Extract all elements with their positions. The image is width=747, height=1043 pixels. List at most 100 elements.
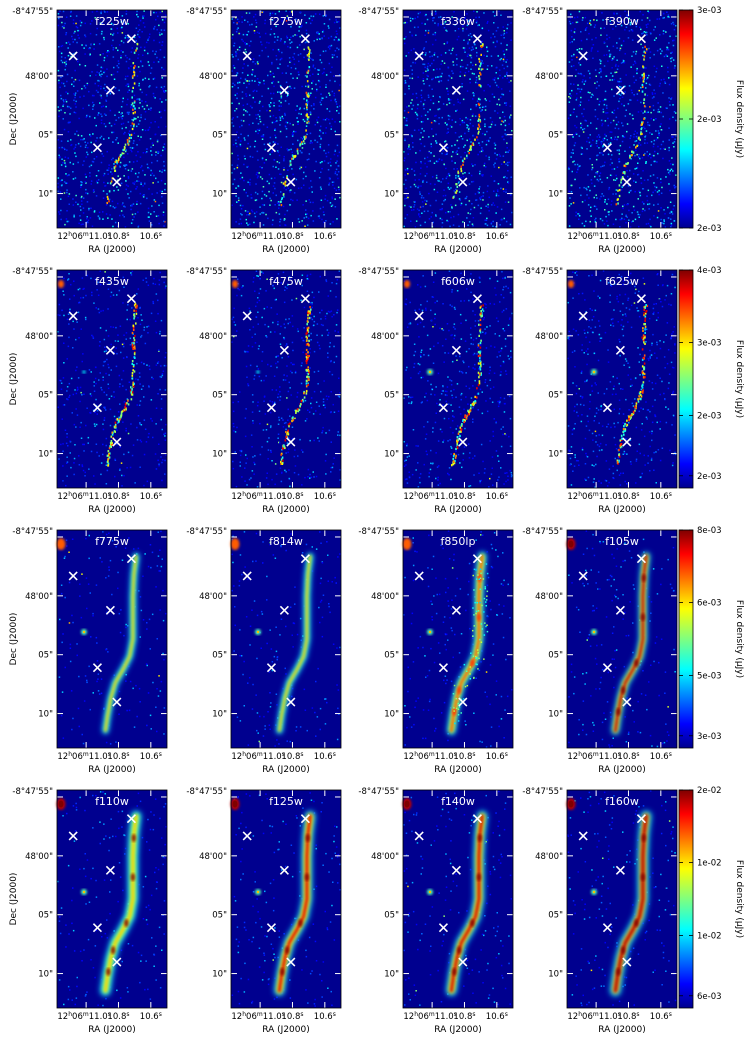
ra-tick-labels: 12h 06m 11.0s 10.8s 10.6s bbox=[403, 1011, 507, 1022]
cross-marker bbox=[602, 663, 613, 673]
image-panel-f336w: f336w -8°47'55" 48'00" 05" 10" 12h 06m 11.0s … bbox=[358, 7, 514, 255]
colorbar-0: 3e-03 2e-03 2e-03 Flux density (μJy) bbox=[678, 6, 744, 234]
colorbar-tick-label: 6e-03 bbox=[697, 599, 722, 609]
axis-ticks bbox=[567, 10, 677, 228]
panel-background bbox=[57, 10, 167, 228]
colorbar-3: 2e-02 1e-02 1e-02 6e-03 Flux density (μJy) bbox=[678, 786, 744, 1009]
noise-field bbox=[567, 790, 677, 1007]
dec-tick-label: 05" bbox=[384, 911, 399, 921]
axis-ticks bbox=[231, 10, 341, 228]
panel-background bbox=[567, 530, 677, 748]
colorbar-tick-label: 2e-03 bbox=[697, 224, 722, 234]
cross-marker bbox=[615, 865, 625, 875]
dec-tick-label: 48'00" bbox=[199, 852, 227, 862]
dec-tick-label: 10" bbox=[212, 450, 227, 460]
x-axis-label: RA (J2000) bbox=[598, 1025, 646, 1035]
ra-tick-labels: 12h 06m 11.0s 10.8s 10.6s bbox=[403, 491, 507, 502]
source-markers bbox=[414, 34, 482, 187]
colorbar-gradient bbox=[678, 789, 694, 1009]
image-panel-f475w: f475w -8°47'55" 48'00" 05" 10" 12h 06m 11.0s … bbox=[186, 267, 342, 515]
axis-ticks bbox=[403, 790, 513, 1008]
panel-frame bbox=[230, 9, 342, 229]
ra-tick-label: 10.6s bbox=[140, 1011, 162, 1022]
cross-marker bbox=[438, 923, 449, 933]
cross-marker bbox=[105, 865, 115, 875]
dec-tick-label: 10" bbox=[384, 190, 399, 200]
filament bbox=[106, 43, 139, 205]
colorbar-tick-label: 3e-03 bbox=[697, 6, 722, 16]
cross-marker bbox=[279, 345, 289, 355]
panel-frame bbox=[566, 269, 678, 489]
filter-label: f775w bbox=[95, 535, 129, 548]
cross-marker bbox=[105, 85, 115, 95]
ra-tick-label: 10.8s bbox=[453, 1011, 475, 1022]
panel-frame bbox=[56, 789, 168, 1009]
ra-tick-label: 12h 06m 11.0s bbox=[57, 491, 110, 502]
dec-tick-label: 10" bbox=[548, 710, 563, 720]
dec-tick-label: -8°47'55" bbox=[358, 7, 399, 17]
colorbar-tick-label: 8e-03 bbox=[697, 526, 722, 536]
dec-tick-label: 05" bbox=[384, 131, 399, 141]
x-axis-label: RA (J2000) bbox=[262, 1025, 310, 1035]
filter-label: f110w bbox=[95, 795, 129, 808]
colorbar-tick-label: 2e-03 bbox=[697, 411, 722, 421]
filament bbox=[273, 810, 316, 997]
cross-marker bbox=[266, 663, 277, 673]
colorbar-tick-label: 2e-02 bbox=[697, 786, 722, 796]
cross-marker bbox=[300, 814, 310, 824]
image-panel-f390w: f390w -8°47'55" 48'00" 05" 10" 12h 06m 11.0s … bbox=[522, 7, 678, 255]
filter-label: f625w bbox=[605, 275, 639, 288]
point-sources bbox=[56, 798, 87, 895]
cross-marker bbox=[92, 403, 103, 413]
ra-tick-label: 10.8s bbox=[107, 751, 129, 762]
cross-marker bbox=[105, 345, 115, 355]
cross-marker bbox=[578, 831, 588, 841]
panel-frame bbox=[566, 9, 678, 229]
x-axis-label: RA (J2000) bbox=[434, 765, 482, 775]
source-markers bbox=[242, 814, 310, 967]
source-markers bbox=[68, 34, 136, 187]
ra-tick-label: 10.6s bbox=[650, 491, 672, 502]
cross-marker bbox=[126, 554, 136, 564]
panel-background bbox=[567, 10, 677, 228]
colorbar-label: Flux density (μJy) bbox=[734, 340, 744, 418]
noise-field bbox=[57, 10, 167, 228]
cross-marker bbox=[126, 294, 136, 304]
image-panel-f275w: f275w -8°47'55" 48'00" 05" 10" 12h 06m 11.0s … bbox=[186, 7, 342, 255]
axis-ticks bbox=[403, 270, 513, 488]
cross-marker bbox=[451, 605, 461, 615]
axis-ticks bbox=[403, 530, 513, 748]
cross-marker bbox=[578, 51, 588, 61]
noise-field bbox=[231, 531, 341, 747]
dec-tick-label: 48'00" bbox=[371, 592, 399, 602]
dec-tick-label: 05" bbox=[548, 651, 563, 661]
image-panel-f775w: f775w -8°47'55" 48'00" 05" 10" 12h 06m 11.0s … bbox=[9, 527, 168, 775]
cross-marker bbox=[112, 177, 122, 187]
dec-tick-label: 10" bbox=[38, 450, 53, 460]
filter-label: f125w bbox=[269, 795, 303, 808]
panel-frame bbox=[402, 789, 514, 1009]
panel-frame bbox=[402, 529, 514, 749]
filter-label: f105w bbox=[605, 535, 639, 548]
axis-ticks bbox=[403, 10, 513, 228]
y-axis-label: Dec (J2000) bbox=[9, 353, 19, 406]
dec-tick-label: -8°47'55" bbox=[186, 527, 227, 537]
x-axis-label: RA (J2000) bbox=[434, 245, 482, 255]
ra-tick-labels: 12h 06m 11.0s 10.8s 10.6s bbox=[403, 751, 507, 762]
cross-marker bbox=[578, 571, 588, 581]
x-axis-label: RA (J2000) bbox=[262, 505, 310, 515]
axis-ticks bbox=[231, 790, 341, 1008]
ra-tick-label: 10.8s bbox=[453, 751, 475, 762]
colorbar-tick-label: 6e-03 bbox=[697, 992, 722, 1002]
dec-tick-label: 05" bbox=[548, 131, 563, 141]
ra-tick-label: 10.6s bbox=[486, 751, 508, 762]
dec-tick-label: 48'00" bbox=[371, 852, 399, 862]
filament bbox=[280, 306, 312, 465]
dec-tick-label: 48'00" bbox=[535, 852, 563, 862]
dec-tick-label: -8°47'55" bbox=[12, 7, 53, 17]
source-markers bbox=[578, 294, 646, 447]
filter-label: f390w bbox=[605, 15, 639, 28]
dec-tick-label: 05" bbox=[38, 911, 53, 921]
source-markers bbox=[68, 554, 136, 707]
ra-tick-label: 10.8s bbox=[281, 231, 303, 242]
